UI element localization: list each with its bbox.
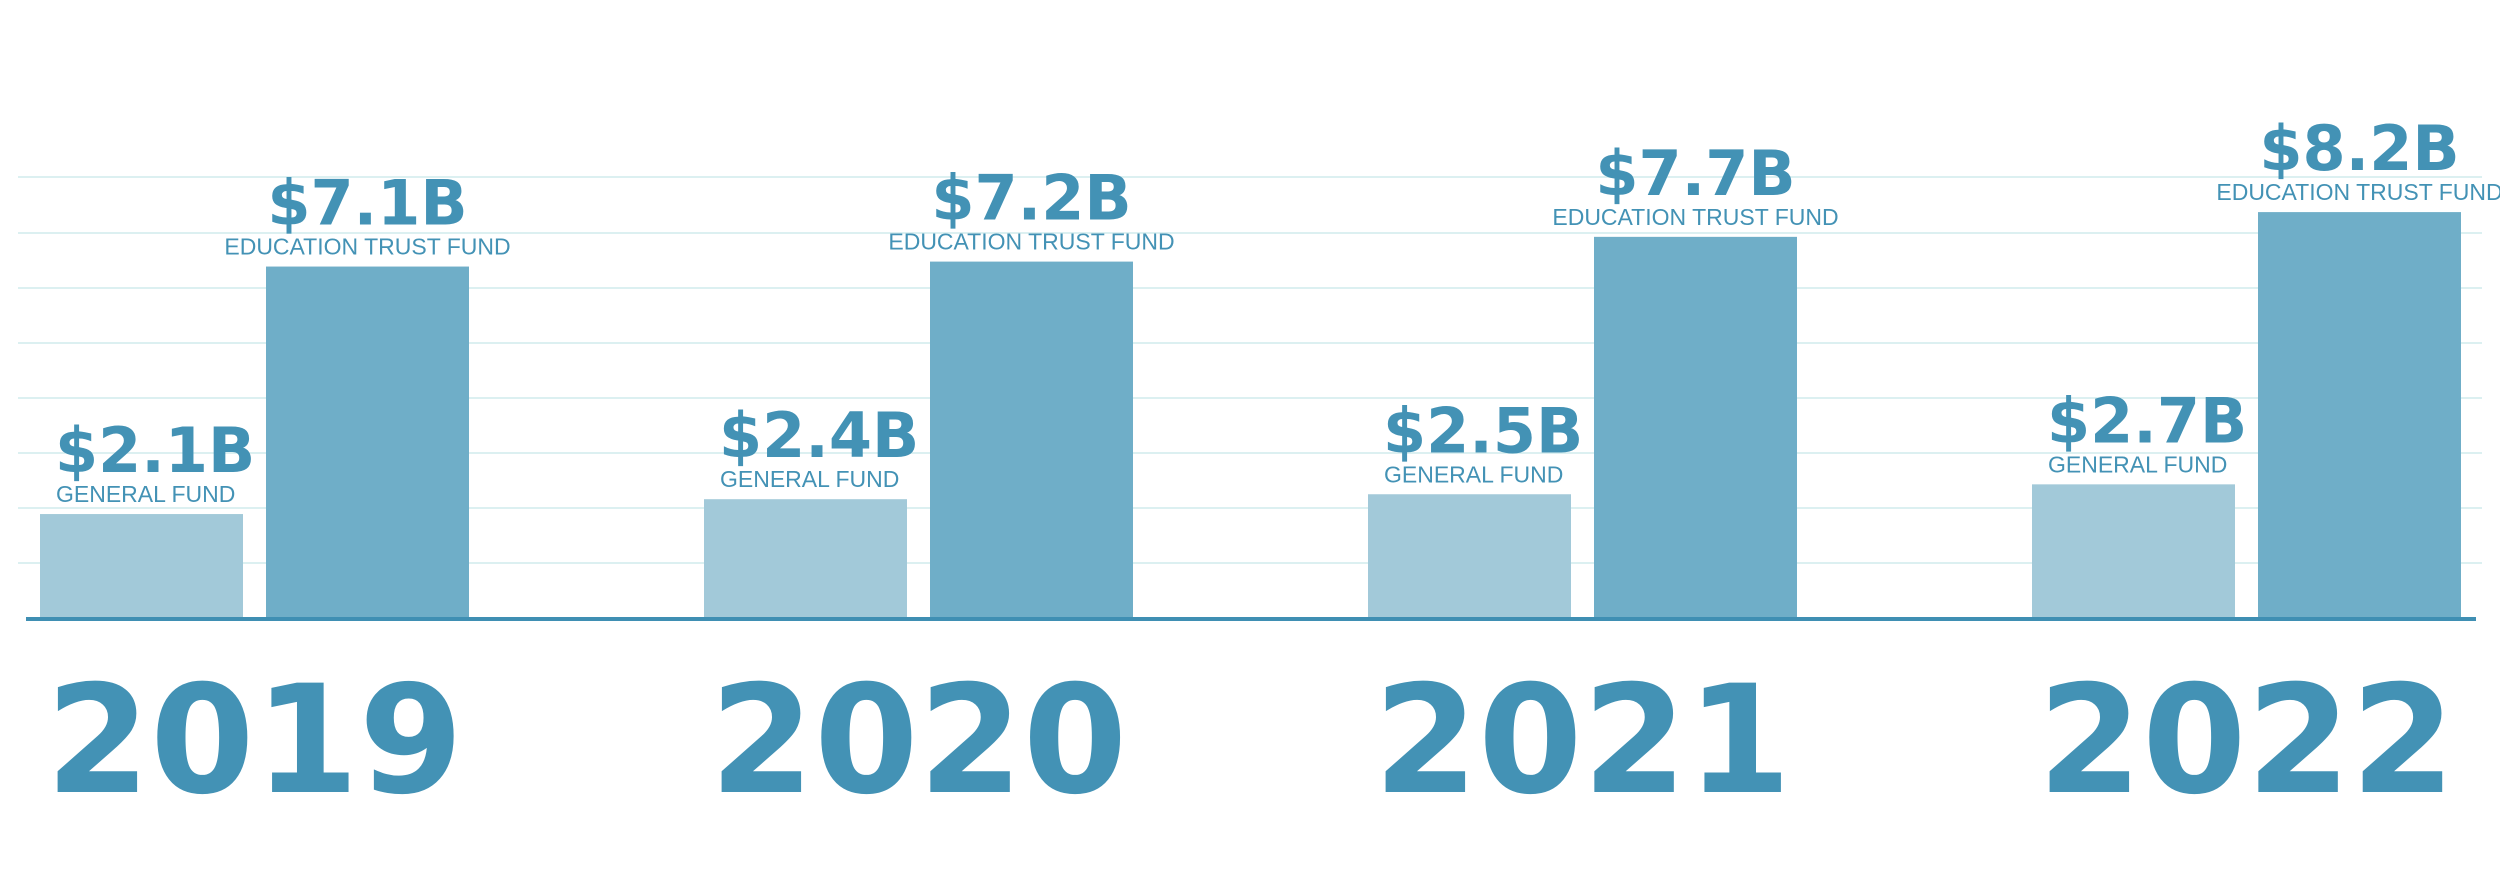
- bar-value-label: $2.1B: [55, 414, 255, 487]
- bars: [40, 212, 2461, 618]
- general-fund-bar: [704, 499, 907, 618]
- general-fund-bar: [2032, 484, 2235, 618]
- bar-series-label: GENERAL FUND: [56, 481, 235, 507]
- education-trust-fund-bar: [2258, 212, 2461, 618]
- year-label: 2020: [710, 654, 1127, 828]
- bar-value-label: $7.2B: [931, 162, 1131, 235]
- bar-series-label: GENERAL FUND: [1384, 461, 1563, 487]
- year-label: 2021: [1374, 654, 1791, 828]
- education-trust-fund-bar: [266, 266, 469, 618]
- general-fund-bar: [40, 514, 243, 618]
- bar-series-label: EDUCATION TRUST FUND: [224, 234, 510, 260]
- bar-value-label: $7.1B: [267, 167, 467, 240]
- bar-value-label: $2.5B: [1383, 394, 1583, 467]
- general-fund-bar: [1368, 494, 1571, 618]
- bar-value-label: $2.7B: [2047, 384, 2247, 457]
- bar-series-label: EDUCATION TRUST FUND: [2216, 179, 2500, 205]
- bar-series-label: GENERAL FUND: [2048, 451, 2227, 477]
- year-labels: 2019 2020 2021 2022: [46, 654, 2455, 828]
- year-label: 2022: [2038, 654, 2455, 828]
- education-trust-fund-bar: [1594, 236, 1797, 618]
- bar-series-label: EDUCATION TRUST FUND: [888, 229, 1174, 255]
- bar-value-label: $2.4B: [719, 399, 919, 472]
- bar-series-label: GENERAL FUND: [720, 466, 899, 492]
- bar-series-label: EDUCATION TRUST FUND: [1552, 204, 1838, 230]
- year-label: 2019: [46, 654, 463, 828]
- education-trust-fund-bar: [930, 261, 1133, 618]
- bar-value-label: $7.7B: [1595, 137, 1795, 210]
- bar-value-label: $8.2B: [2259, 112, 2459, 185]
